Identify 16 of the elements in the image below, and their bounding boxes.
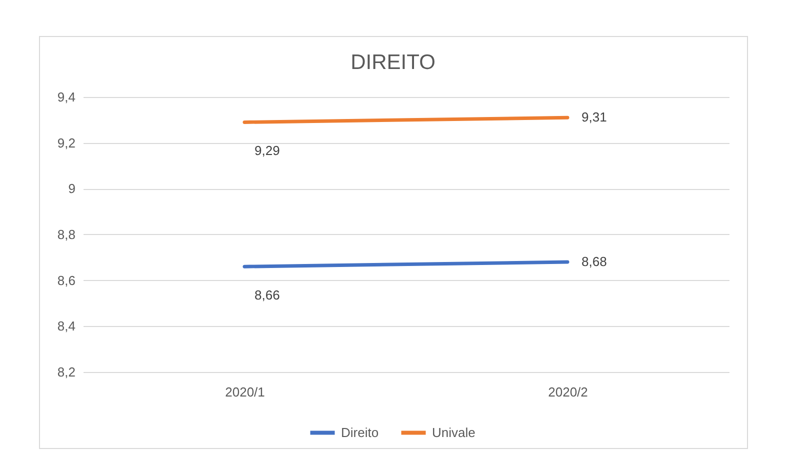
data-label: 9,29 (254, 143, 280, 158)
x-tick-label: 2020/1 (225, 384, 265, 400)
y-tick-label: 8,6 (57, 272, 76, 288)
y-tick-label: 9,2 (57, 135, 76, 150)
data-label: 8,68 (582, 254, 607, 269)
data-label: 8,66 (254, 288, 280, 303)
y-tick-label: 8,8 (57, 227, 76, 242)
y-tick-label: 8,4 (57, 318, 76, 334)
y-tick-label: 9 (68, 181, 76, 196)
data-label: 9,31 (582, 110, 607, 125)
legend-label: Univale (432, 424, 476, 440)
chart-title: DIREITO (350, 51, 436, 74)
y-tick-label: 8,2 (57, 364, 76, 380)
x-tick-label: 2020/2 (548, 384, 588, 400)
y-tick-label: 9,4 (57, 90, 76, 104)
legend-label: Direito (341, 424, 379, 440)
